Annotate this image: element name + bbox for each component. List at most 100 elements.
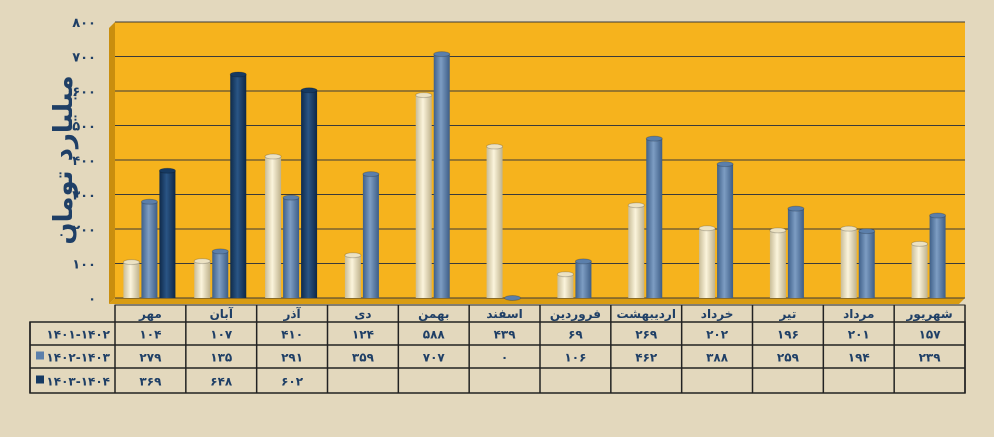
- bar-cap: [415, 92, 433, 99]
- bar: [230, 74, 247, 298]
- data-label: ۴۶۲: [635, 351, 658, 365]
- data-label: ۶۹: [568, 328, 583, 342]
- data-label: ۶۰۲: [281, 375, 304, 389]
- category-label: آبان: [210, 306, 234, 321]
- bar: [123, 262, 140, 298]
- bar: [858, 231, 875, 298]
- bar-cap: [716, 161, 734, 168]
- data-label: ۲۰۱: [848, 328, 870, 342]
- category-label: اردیبهشت: [617, 307, 676, 321]
- data-label: ۱۰۶: [564, 351, 586, 365]
- data-label: ۲۳۹: [919, 351, 942, 365]
- bar: [194, 261, 211, 298]
- data-label: ۲۰۲: [706, 328, 729, 342]
- bar-cap: [504, 295, 522, 301]
- data-label: ۱۹۶: [777, 328, 799, 342]
- bar-cap: [211, 248, 229, 255]
- bar: [646, 138, 663, 298]
- y-tick-label: ۵۰۰: [72, 120, 96, 135]
- data-label: ۱۲۴: [352, 328, 374, 342]
- data-label: ۱۹۴: [848, 351, 870, 365]
- bar: [141, 201, 158, 298]
- category-label: فروردین: [550, 307, 601, 322]
- bar: [415, 95, 432, 298]
- bar-cap: [362, 171, 380, 178]
- bar: [301, 90, 318, 298]
- data-label: ۲۶۹: [635, 328, 658, 342]
- bar-cap: [556, 271, 574, 278]
- bar: [362, 174, 379, 298]
- bar: [575, 261, 592, 298]
- bar-cap: [929, 212, 947, 219]
- legend-swatch: [36, 351, 44, 360]
- bar-cap: [769, 227, 787, 234]
- category-label: مهر: [138, 307, 162, 321]
- series-label: ۱۴۰۲-۱۴۰۳: [46, 351, 110, 365]
- bar: [265, 156, 282, 298]
- bar: [911, 243, 928, 298]
- y-axis-label: میلیارد تومان: [49, 75, 79, 244]
- y-tick-label: ۱۰۰: [72, 258, 96, 273]
- category-label: دی: [354, 307, 371, 321]
- y-tick-label: ۴۰۰: [72, 154, 96, 169]
- y-tick-label: ۶۰۰: [72, 85, 96, 100]
- bar-cap: [140, 198, 158, 205]
- plot-side-wall: [109, 22, 115, 304]
- data-label: ۴۳۹: [494, 328, 517, 342]
- data-label: ۳۵۹: [352, 351, 375, 365]
- bar: [840, 228, 857, 298]
- category-label: مرداد: [843, 307, 874, 321]
- bar: [433, 54, 450, 299]
- bar-cap: [193, 258, 211, 265]
- data-label: ۰: [501, 351, 508, 365]
- legend-swatch: [36, 375, 44, 384]
- bar-cap: [574, 258, 592, 265]
- bar-cap: [486, 143, 504, 150]
- data-label: ۲۵۹: [777, 351, 800, 365]
- bar: [159, 170, 176, 298]
- bar-cap: [229, 71, 247, 78]
- bar: [769, 230, 786, 298]
- bar: [628, 205, 645, 298]
- bar: [283, 197, 300, 298]
- category-label: اسفند: [486, 307, 522, 321]
- data-label: ۵۸۸: [423, 328, 446, 342]
- bar-cap: [158, 167, 176, 174]
- bar-cap: [264, 153, 282, 160]
- category-label: شهریور: [906, 307, 953, 322]
- series-label: ۱۴۰۳-۱۴۰۴: [46, 375, 110, 389]
- data-label: ۲۷۹: [139, 351, 162, 365]
- category-label: خرداد: [701, 307, 734, 321]
- bar-cap: [300, 87, 318, 94]
- bar-cap: [858, 228, 876, 235]
- bar-cap: [433, 51, 451, 58]
- y-tick-label: ۰: [88, 292, 96, 307]
- bar: [929, 215, 946, 298]
- bar-cap: [344, 252, 362, 259]
- data-label: ۱۳۵: [210, 351, 232, 365]
- category-label: بهمن: [418, 307, 449, 321]
- bar-cap: [645, 135, 663, 142]
- bar-cap: [787, 205, 805, 212]
- data-label: ۷۰۷: [423, 351, 446, 365]
- bar: [486, 146, 503, 298]
- plot-floor: [109, 298, 965, 304]
- series-label: ۱۴۰۱-۱۴۰۲: [46, 328, 110, 342]
- data-label: ۲۹۱: [281, 351, 303, 365]
- data-label: ۱۵۷: [919, 328, 942, 342]
- category-label: آذر: [282, 306, 301, 321]
- category-label: تیر: [778, 307, 796, 321]
- bar-cap: [840, 225, 858, 232]
- bar: [699, 228, 716, 298]
- y-tick-label: ۳۰۰: [72, 189, 96, 204]
- bar: [212, 251, 229, 298]
- bar-cap: [282, 194, 300, 201]
- y-tick-label: ۲۰۰: [72, 223, 96, 238]
- y-tick-label: ۷۰۰: [72, 51, 96, 66]
- data-label: ۱۰۴: [139, 328, 161, 342]
- bar-cap: [122, 259, 140, 266]
- bar: [557, 274, 574, 298]
- data-label: ۳۸۸: [706, 351, 729, 365]
